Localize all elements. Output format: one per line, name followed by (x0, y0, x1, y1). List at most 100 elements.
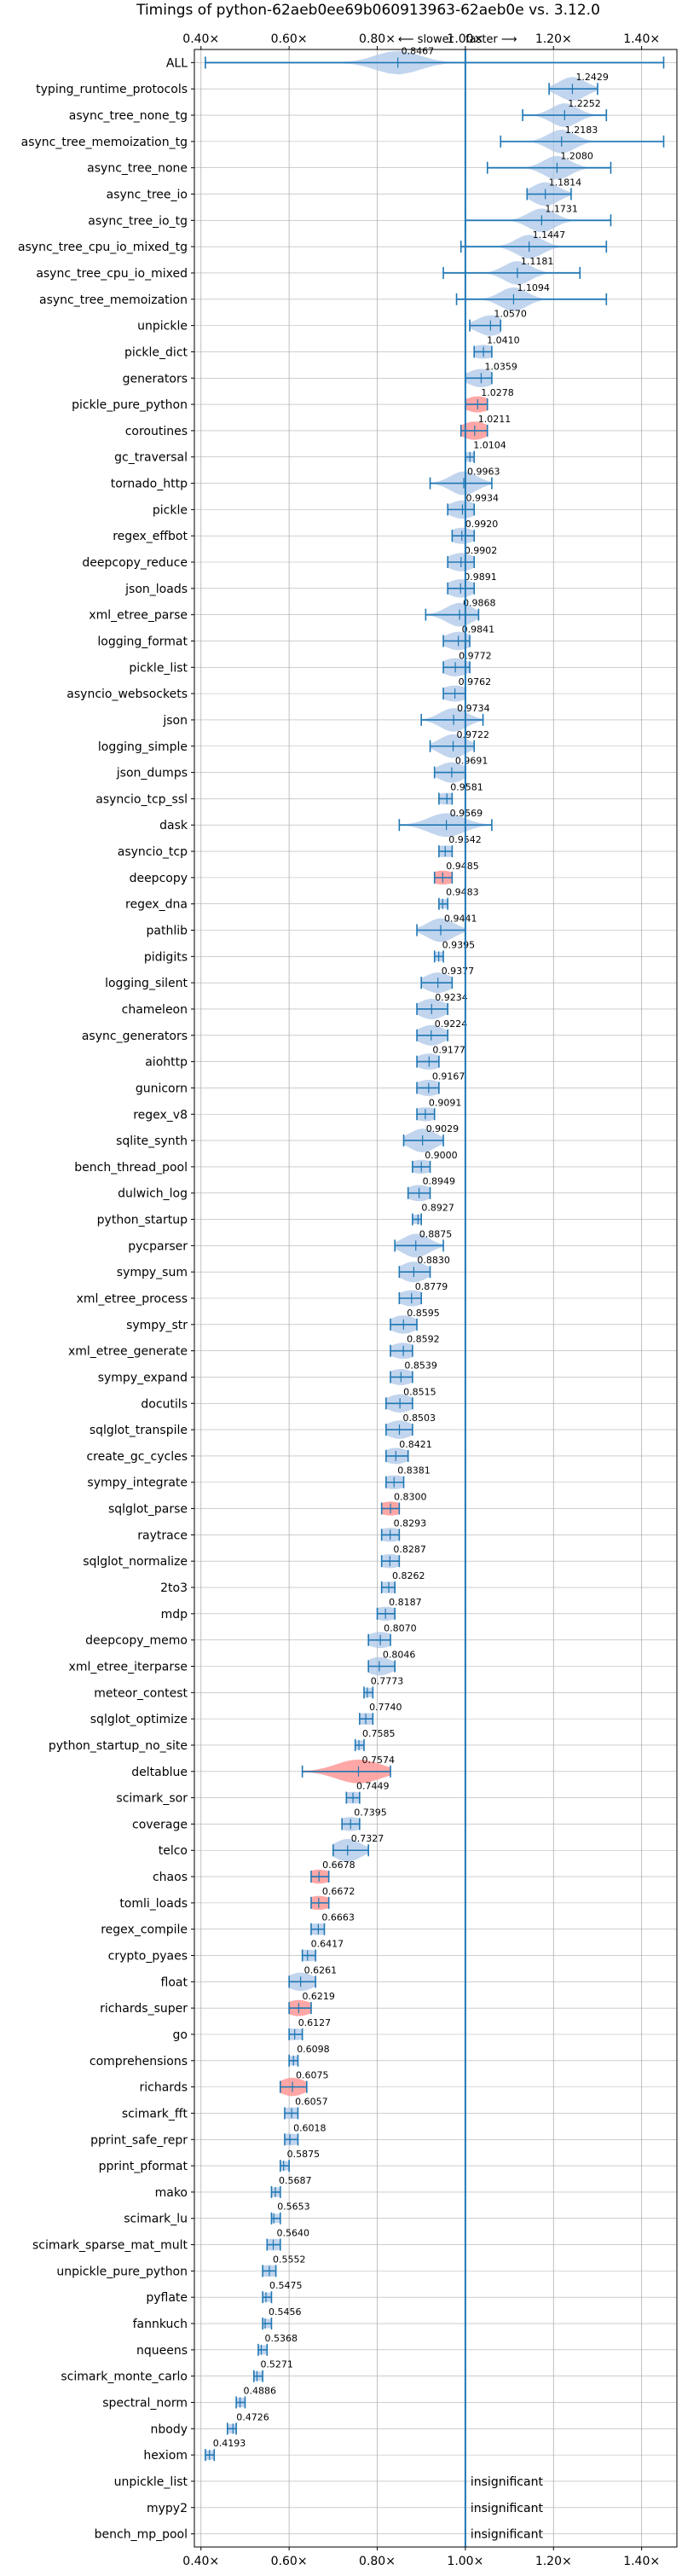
benchmark-label: nqueens (136, 2344, 188, 2358)
value-label: 0.7327 (351, 1833, 384, 1844)
value-label: 0.8592 (407, 1334, 439, 1345)
x-tick-label-bottom: 0.60× (271, 2555, 308, 2568)
benchmark-label: sqlite_synth (116, 1134, 188, 1148)
benchmark-label: scimark_sor (116, 1792, 188, 1806)
benchmark-label: scimark_sparse_mat_mult (32, 2239, 188, 2253)
benchmark-label: mypy2 (147, 2502, 188, 2515)
benchmark-label: dulwich_log (118, 1187, 188, 1201)
benchmark-label: sqlglot_transpile (90, 1424, 188, 1437)
value-label: 0.9395 (442, 939, 476, 950)
value-label: 1.2429 (575, 72, 609, 83)
benchmark-label: json (162, 714, 188, 728)
benchmark-label: hexiom (143, 2449, 188, 2463)
value-label: 0.9224 (435, 1018, 468, 1030)
value-label: 0.8287 (393, 1544, 426, 1555)
benchmark-label: tomli_loads (119, 1897, 188, 1911)
value-label: 0.5271 (260, 2359, 293, 2370)
benchmark-label: generators (123, 372, 188, 386)
benchmark-label: xml_etree_iterparse (69, 1660, 188, 1674)
value-label: 0.5875 (287, 2149, 321, 2160)
benchmark-label: bench_thread_pool (74, 1161, 188, 1175)
benchmark-label: async_tree_io (107, 189, 188, 202)
value-label: 1.0104 (473, 440, 506, 451)
benchmark-label: sympy_integrate (87, 1477, 188, 1490)
benchmark-label: scimark_monte_carlo (61, 2370, 188, 2384)
benchmark-label: regex_effbot (113, 530, 188, 543)
benchmark-label: json_loads (124, 583, 188, 596)
value-label: 0.6018 (293, 2122, 327, 2133)
value-label: 0.5475 (269, 2280, 303, 2291)
value-label: 0.9902 (465, 545, 498, 556)
value-label: 0.8381 (397, 1465, 431, 1477)
benchmark-label: deepcopy_reduce (82, 556, 188, 570)
insignificant-label: insignificant (471, 2528, 544, 2542)
value-label: 0.6663 (321, 1912, 355, 1923)
value-label: 0.8949 (423, 1176, 456, 1187)
benchmark-label: meteor_contest (94, 1686, 188, 1700)
slower-direction-label: ⟵ slower (398, 33, 454, 46)
x-tick-label-bottom: 0.80× (359, 2555, 396, 2568)
benchmark-label: fannkuch (133, 2318, 188, 2331)
value-label: 0.6678 (322, 1859, 355, 1871)
benchmark-label: unpickle_pure_python (56, 2265, 188, 2278)
benchmark-label: async_tree_none (87, 162, 188, 176)
benchmark-label: 2to3 (160, 1581, 188, 1595)
benchmark-label: pickle_list (129, 661, 188, 675)
x-tick-label-top: 1.40× (623, 32, 660, 46)
benchmark-label: scimark_lu (124, 2213, 188, 2226)
value-label: 0.8300 (394, 1492, 427, 1503)
benchmark-label: async_tree_cpu_io_mixed (36, 267, 188, 281)
benchmark-label: logging_format (97, 635, 188, 648)
benchmark-label: coverage (132, 1818, 188, 1831)
value-label: 0.9934 (465, 492, 499, 503)
value-label: 0.9722 (457, 729, 490, 740)
value-label: 0.5368 (264, 2333, 298, 2344)
value-label: 0.8515 (403, 1386, 436, 1397)
benchmark-label: richards (140, 2081, 188, 2095)
value-label: 0.8539 (404, 1360, 437, 1371)
value-label: 1.2252 (568, 98, 601, 109)
value-label: 0.9377 (442, 966, 475, 977)
chart-title: Timings of python-62aeb0ee69b060913963-6… (136, 2, 600, 19)
faster-direction-label: faster ⟶ (465, 33, 517, 46)
benchmark-label: nbody (151, 2422, 188, 2436)
benchmark-label: xml_etree_parse (89, 609, 188, 623)
benchmark-label: xml_etree_process (77, 1292, 188, 1306)
benchmark-label: telco (159, 1844, 188, 1858)
value-label: 0.9485 (446, 861, 479, 872)
value-label: 0.8595 (407, 1308, 440, 1319)
benchmark-label: richards_super (100, 2002, 188, 2016)
benchmark-label: sympy_expand (98, 1371, 188, 1384)
benchmark-label: sqlglot_optimize (90, 1713, 188, 1726)
x-axis-ticks: 0.40× 0.40× 0.60× 0.60× 0.80× 0.80× 1.00× 1.00×… (182, 32, 660, 2568)
x-tick-label-top: 1.00× (447, 32, 483, 46)
value-label: 0.5687 (279, 2175, 312, 2186)
benchmark-label: tornado_http (111, 478, 188, 491)
benchmark-label: asyncio_tcp_ssl (95, 792, 188, 806)
benchmark-label: scimark_fft (122, 2107, 188, 2121)
value-label: 0.6261 (304, 1964, 338, 1976)
benchmark-label: asyncio_websockets (66, 688, 188, 701)
value-label: 0.6057 (295, 2096, 328, 2107)
value-label: 1.0410 (487, 334, 520, 345)
benchmark-label: deepcopy (130, 872, 188, 885)
benchmark-label: async_tree_io_tg (88, 214, 188, 228)
value-label: 0.6417 (311, 1939, 344, 1950)
benchmark-label: mdp (161, 1608, 188, 1622)
value-label: 1.0570 (494, 309, 527, 320)
benchmark-label: sqlglot_normalize (83, 1555, 188, 1569)
value-label: 0.8467 (402, 45, 435, 56)
x-tick-label-top: 0.80× (359, 32, 396, 46)
value-label: 1.1731 (545, 203, 578, 214)
value-label: 0.8046 (383, 1649, 416, 1660)
value-label: 1.2080 (560, 151, 593, 162)
value-label: 0.7773 (371, 1675, 404, 1686)
benchmark-label: crypto_pyaes (108, 1950, 188, 1964)
value-label: 0.7395 (354, 1807, 387, 1818)
value-label: 0.9963 (467, 467, 500, 478)
value-label: 1.0278 (481, 387, 514, 398)
value-label: 0.4726 (236, 2411, 269, 2422)
value-label: 0.9167 (432, 1070, 465, 1082)
value-label: 1.1814 (549, 177, 582, 189)
value-label: 0.9091 (429, 1097, 462, 1108)
